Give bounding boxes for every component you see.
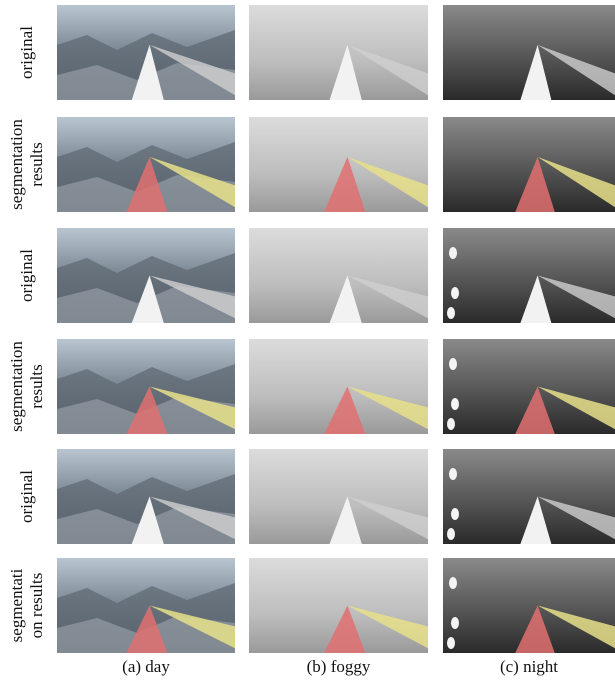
tower [329, 275, 362, 323]
tower [329, 496, 362, 544]
tower-mask [324, 605, 366, 653]
row-label: on results [27, 573, 46, 639]
tower [520, 44, 552, 100]
cable [537, 275, 615, 319]
tower-mask [324, 156, 366, 212]
tower [131, 275, 164, 323]
image-cell [57, 228, 235, 323]
tower-mask [515, 386, 555, 434]
cable-mask [537, 156, 615, 208]
cable [149, 275, 235, 319]
column-label: (a) day [122, 657, 170, 676]
row-label: results [27, 142, 46, 186]
cable-mask [149, 605, 235, 649]
cable-mask [537, 386, 615, 430]
row-label: original [17, 26, 36, 79]
image-cell [249, 117, 428, 212]
column-label: (c) night [500, 657, 558, 676]
light [447, 418, 455, 430]
image-cell [57, 449, 235, 544]
light [447, 307, 455, 319]
row-label: segmentati [7, 568, 26, 642]
light [449, 468, 457, 480]
tower-mask [515, 156, 555, 212]
image-cell [57, 558, 235, 653]
row-label: segmentation [7, 119, 26, 210]
image-cell [249, 449, 428, 544]
row-label: original [17, 249, 36, 302]
tower-mask [515, 605, 555, 653]
cable [537, 44, 615, 96]
tower-mask [324, 386, 366, 434]
image-cell [57, 339, 235, 434]
row-label: results [27, 364, 46, 408]
cable-mask [149, 386, 235, 430]
cable [537, 496, 615, 540]
light [451, 398, 459, 410]
image-cell [249, 5, 428, 100]
image-cell [443, 558, 615, 653]
tower [520, 275, 552, 323]
image-cell [57, 117, 235, 212]
image-cell [443, 117, 615, 212]
cable [149, 44, 235, 96]
tower [131, 496, 164, 544]
image-cell [443, 5, 615, 100]
light [451, 508, 459, 520]
light [447, 528, 455, 540]
image-cell [443, 339, 615, 434]
light [449, 247, 457, 259]
image-cell [57, 5, 235, 100]
light [451, 287, 459, 299]
light [447, 637, 455, 649]
cable [149, 496, 235, 540]
tower [520, 496, 552, 544]
light [449, 577, 457, 589]
image-cell [249, 339, 428, 434]
tower-mask [126, 386, 168, 434]
light [449, 358, 457, 370]
tower [131, 44, 164, 100]
column-label: (b) foggy [307, 657, 371, 676]
tower-mask [126, 605, 168, 653]
tower-mask [126, 156, 168, 212]
image-cell [443, 449, 615, 544]
row-label: original [17, 470, 36, 523]
tower [329, 44, 362, 100]
image-cell [249, 228, 428, 323]
image-cell [249, 558, 428, 653]
row-label: segmentation [7, 341, 26, 432]
image-cell [443, 228, 615, 323]
light [451, 617, 459, 629]
cable-mask [537, 605, 615, 649]
